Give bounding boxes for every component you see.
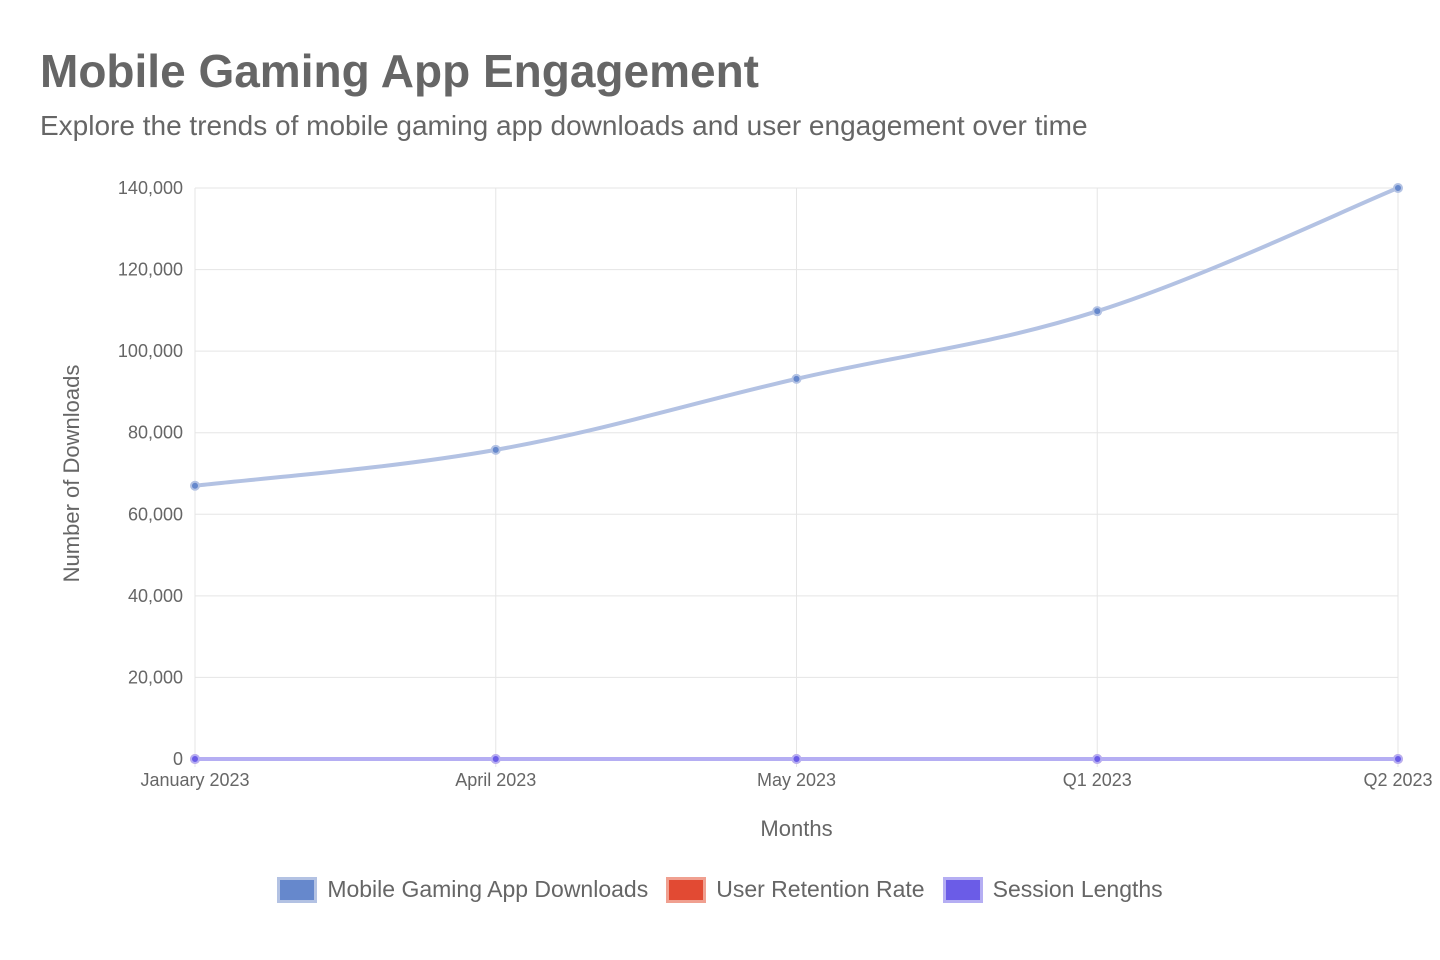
data-point [190,754,200,764]
legend-item[interactable]: User Retention Rate [666,876,925,903]
y-axis-title: Number of Downloads [59,365,84,583]
x-axis-title: Months [760,816,832,841]
legend-label: User Retention Rate [716,876,925,902]
y-tick-label: 80,000 [128,423,183,443]
data-point [791,754,802,764]
y-tick-label: 100,000 [118,341,183,361]
data-point [1092,306,1103,317]
y-tick-label: 0 [173,749,183,769]
x-tick-label: January 2023 [140,770,249,790]
legend-item[interactable]: Session Lengths [942,876,1163,903]
legend-swatch [277,876,318,903]
data-point [490,754,501,764]
data-point [1092,754,1103,764]
legend-label: Mobile Gaming App Downloads [327,876,649,902]
x-tick-label: April 2023 [455,770,536,790]
legend-swatch [942,876,983,903]
chart-legend: Mobile Gaming App Downloads User Retentio… [0,876,1440,903]
y-tick-label: 20,000 [128,667,183,687]
x-tick-label: Q2 2023 [1363,770,1432,790]
chart-title: Mobile Gaming App Engagement [40,45,759,97]
x-tick-label: Q1 2023 [1063,770,1132,790]
x-tick-label: May 2023 [757,770,836,790]
line-chart: 0 20,000 40,000 60,000 80,000 100,000 120,000 1… [59,178,1433,841]
legend-label: Session Lengths [992,876,1163,902]
legend-swatch [666,876,707,903]
data-point [190,480,200,491]
chart-subtitle: Explore the trends of mobile gaming app … [40,110,1088,141]
data-point [1393,183,1403,193]
legend-item[interactable]: Mobile Gaming App Downloads [277,876,648,903]
y-tick-label: 120,000 [118,260,183,280]
y-tick-label: 60,000 [128,504,183,524]
data-point [490,444,501,455]
y-tick-label: 40,000 [128,586,183,606]
data-point [1393,754,1403,764]
y-tick-label: 140,000 [118,178,183,198]
data-point [791,373,802,384]
